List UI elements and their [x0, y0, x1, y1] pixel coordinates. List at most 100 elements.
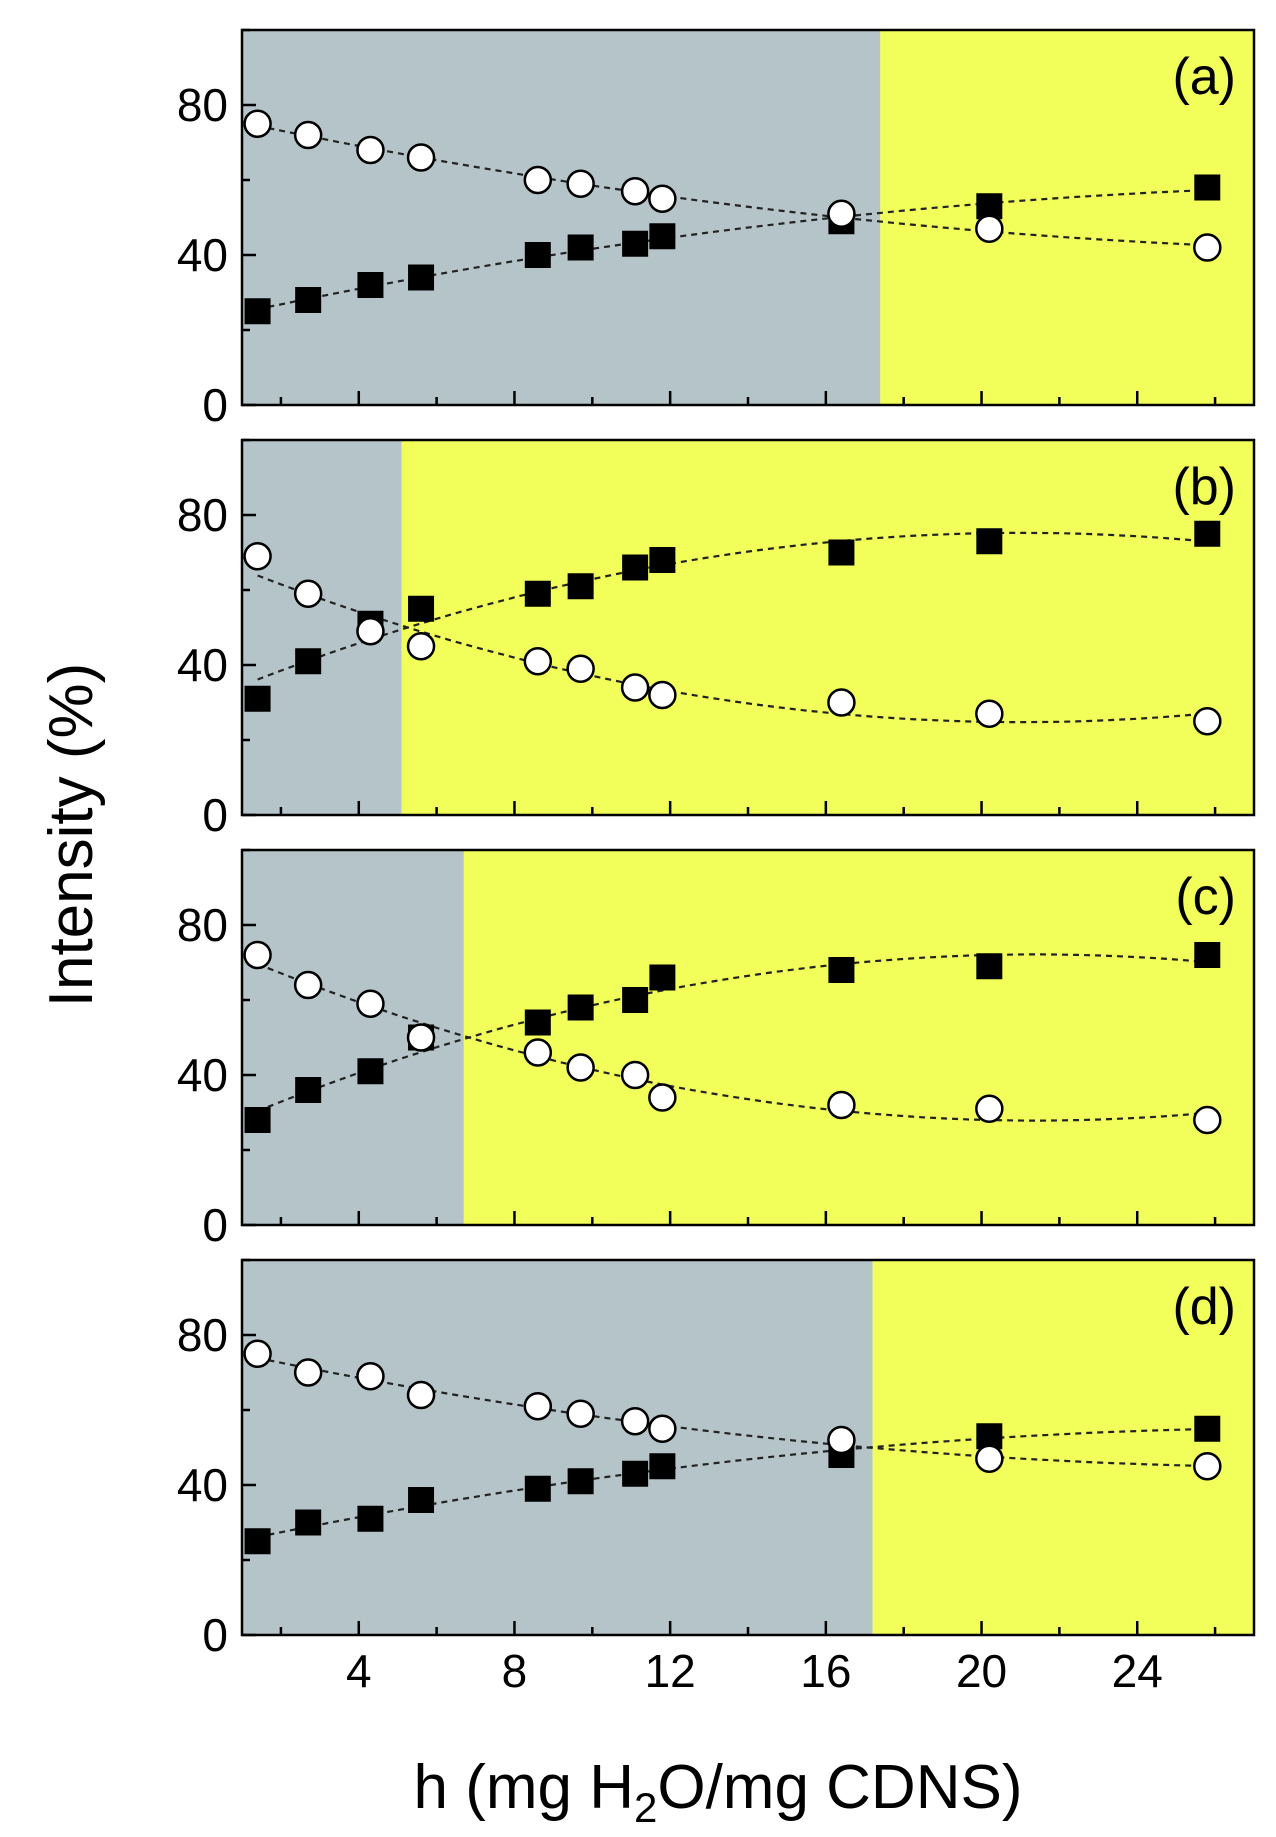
filled-square-marker [408, 264, 435, 291]
open-circle-marker [523, 1392, 553, 1421]
open-circle-marker [975, 1094, 1004, 1123]
open-circle-marker [406, 143, 436, 172]
yellow-region [401, 440, 1255, 815]
filled-square-marker [649, 223, 676, 250]
filled-square-marker [976, 953, 1003, 980]
filled-square-marker [828, 539, 855, 566]
open-circle-marker [648, 184, 677, 213]
y-tick-label: 80 [177, 79, 228, 131]
panel-a: 0 40 80 (a) [177, 28, 1256, 431]
filled-square-marker [622, 230, 649, 257]
filled-square-marker [567, 994, 594, 1021]
yellow-region [880, 30, 1254, 405]
open-circle-marker [523, 1038, 553, 1067]
open-circle-marker [827, 1425, 856, 1455]
panel-label: (b) [1172, 458, 1236, 516]
y-tick-label: 40 [177, 1049, 228, 1101]
open-circle-marker [975, 699, 1004, 728]
x-axis-title-subscript: 2 [634, 1784, 657, 1831]
filled-square-marker [244, 1528, 271, 1555]
open-circle-marker [1193, 1105, 1222, 1135]
filled-square-marker [244, 1107, 271, 1133]
filled-square-marker [357, 272, 384, 298]
open-circle-marker [243, 542, 272, 571]
open-circle-marker [648, 1083, 677, 1112]
open-circle-marker [356, 135, 385, 165]
panel-b: 0 40 80 (b) [177, 438, 1256, 841]
filled-square-marker [649, 1453, 676, 1480]
open-circle-marker [293, 120, 323, 150]
y-tick-label: 40 [177, 639, 228, 691]
gray-region [242, 1260, 873, 1635]
filled-square-marker [524, 580, 551, 607]
x-tick-label: 16 [800, 1645, 851, 1697]
filled-square-marker [649, 547, 676, 573]
filled-square-marker [1194, 520, 1221, 547]
filled-square-marker [622, 1460, 649, 1487]
filled-square-marker [828, 957, 855, 983]
open-circle-marker [827, 688, 856, 717]
y-tick-label: 0 [202, 379, 228, 431]
panels-group: 0 40 80 (a) 0 40 80 (b) 0 40 80 (c) 0 40 80 4 8 12 16 20 24 (… [177, 28, 1256, 1697]
filled-square-marker [357, 1058, 384, 1085]
y-tick-label: 0 [202, 1199, 228, 1251]
open-circle-marker [620, 177, 650, 206]
y-tick-label: 0 [202, 789, 228, 841]
filled-square-marker [357, 1505, 384, 1532]
filled-square-marker [524, 242, 551, 268]
open-circle-marker [243, 940, 272, 970]
x-tick-label: 4 [346, 1645, 372, 1697]
filled-square-marker [295, 1509, 322, 1536]
open-circle-marker [620, 1407, 650, 1436]
y-tick-label: 80 [177, 489, 228, 541]
filled-square-marker [1194, 942, 1221, 968]
open-circle-marker [620, 673, 650, 702]
panel-label: (d) [1172, 1278, 1236, 1336]
filled-square-marker [295, 648, 322, 675]
filled-square-marker [976, 528, 1003, 555]
filled-square-marker [622, 987, 649, 1013]
open-circle-marker [827, 1090, 856, 1120]
filled-square-marker [408, 595, 435, 622]
open-circle-marker [1193, 707, 1222, 736]
open-circle-marker [356, 1362, 385, 1391]
open-circle-marker [1193, 233, 1222, 262]
filled-square-marker [567, 1468, 594, 1495]
panel-d: 0 40 80 4 8 12 16 20 24 (d) [177, 1258, 1256, 1697]
y-tick-label: 80 [177, 899, 228, 951]
open-circle-marker [243, 109, 272, 138]
open-circle-marker [356, 989, 385, 1018]
open-circle-marker [648, 680, 677, 710]
open-circle-marker [975, 1444, 1004, 1473]
open-circle-marker [523, 647, 553, 676]
y-axis-title: Intensity (%) [37, 663, 106, 1008]
x-tick-label: 12 [645, 1645, 696, 1697]
y-tick-label: 80 [177, 1309, 228, 1361]
yellow-region [872, 1260, 1254, 1635]
open-circle-marker [975, 214, 1004, 243]
filled-square-marker [524, 1475, 551, 1502]
x-tick-label: 24 [1112, 1645, 1163, 1697]
panel-c: 0 40 80 (c) [177, 848, 1256, 1251]
x-tick-label: 8 [502, 1645, 528, 1697]
open-circle-marker [356, 617, 385, 646]
open-circle-marker [406, 1023, 436, 1052]
panel-label: (c) [1175, 868, 1236, 926]
open-circle-marker [406, 632, 436, 661]
y-tick-label: 0 [202, 1609, 228, 1661]
open-circle-marker [293, 1358, 323, 1387]
x-axis-title-suffix: O/mg CDNS) [657, 1753, 1022, 1822]
gray-region [242, 30, 881, 405]
x-axis-title-prefix: h (mg H [414, 1753, 634, 1822]
filled-square-marker [567, 573, 594, 600]
x-axis-title: h (mg H2O/mg CDNS) [414, 1753, 1023, 1831]
open-circle-marker [243, 1339, 272, 1368]
fit-curve [257, 574, 1208, 724]
fit-curve [257, 953, 1208, 1113]
open-circle-marker [1193, 1452, 1222, 1481]
filled-square-marker [244, 685, 271, 712]
open-circle-marker [566, 654, 595, 683]
open-circle-marker [293, 579, 323, 608]
fit-curve [257, 531, 1208, 681]
